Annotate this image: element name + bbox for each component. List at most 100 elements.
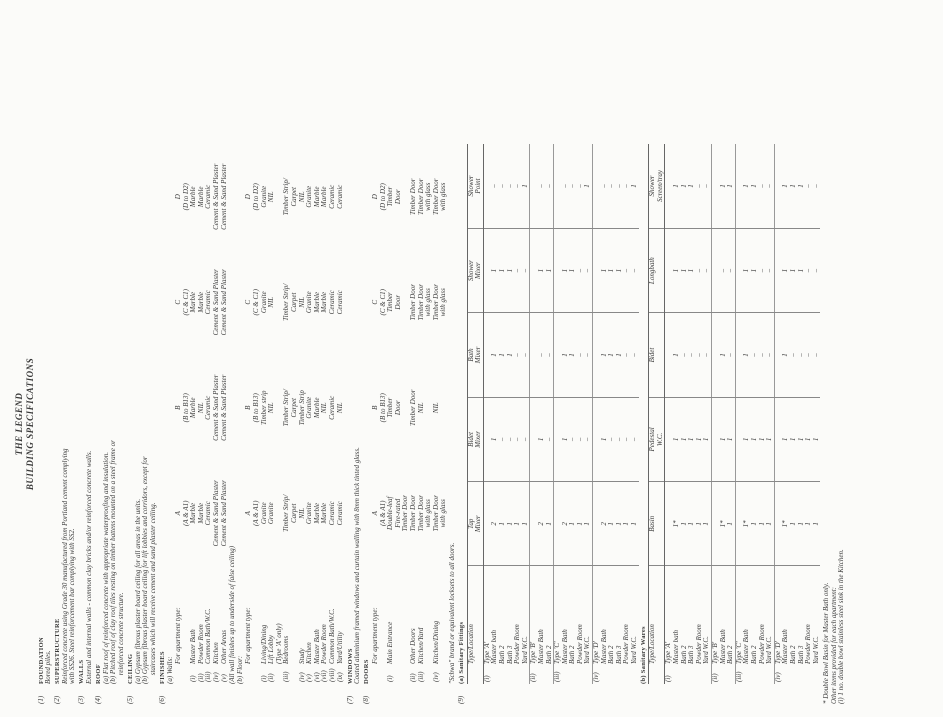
section: (6) FINISHES (a) Walls: For apartment type:… [157, 144, 345, 704]
header-cell: Basin [648, 481, 665, 566]
header-row: Type/Location Basin Pedestal W.C. Bidet Long… [648, 144, 665, 684]
row: (vi) Master Bath Marble Marble Marble Marble [313, 144, 322, 684]
spacer [631, 666, 639, 684]
note: (All wall finishes up to underside of fa… [228, 545, 237, 684]
section: (4) ROOF (a) Flat roof of reinforced concr… [94, 144, 125, 704]
document: THE LEGEND BUILDING SPECIFICATIONS (1) FOUN… [14, 144, 939, 704]
spacer [790, 666, 798, 684]
group-number: (ii) [529, 666, 538, 684]
row: Bath 3 1–1 1– [615, 144, 624, 684]
header-cell: Tap Mixer [467, 481, 484, 566]
cell: Ceramic [335, 501, 344, 526]
value: 1 [812, 397, 821, 482]
group-row: (i) Type 'A' [664, 144, 673, 684]
cell: (iii) [282, 671, 291, 683]
section: (1) FOUNDATION Bored piles. [37, 144, 53, 704]
location: Yard W.C. [811, 636, 820, 664]
value: – [630, 228, 639, 313]
row: Yard W.C. 1– – –1 [630, 144, 639, 684]
header-cell: For apartment type: [244, 607, 253, 664]
header-cell: D (D to D2) [370, 183, 387, 211]
cell: Yard/Utility [335, 631, 344, 664]
section-body: SUPERSTRUCTURE Reinforced concrete using … [54, 144, 77, 684]
group-number: (ii) [711, 666, 720, 684]
group-number: (i) [664, 666, 673, 684]
section-number: (7) [345, 695, 354, 704]
spacer [538, 666, 546, 684]
cell: Cement & Sand Plaster [219, 374, 228, 441]
value: – [765, 312, 775, 398]
spacer [623, 666, 631, 684]
section-heading: FOUNDATION [37, 637, 45, 684]
value: 1 [583, 144, 593, 229]
group-row: (iv) Type 'D' [592, 144, 601, 684]
row: Yard W.C. 1– – –1 [521, 144, 530, 684]
cell: Kitchen/Dining [431, 620, 440, 664]
value: – [702, 144, 712, 229]
value: – [583, 312, 593, 398]
row: (ix) Yard/Utility Ceramic NIL Ceramic Ceramic [335, 144, 345, 684]
spacer [608, 666, 616, 684]
value: 1 [521, 144, 530, 229]
row: Powder Room 1– – – – [622, 144, 632, 684]
cell: NIL [335, 402, 344, 414]
text-line: Coated aluminium framed windows and curt… [353, 447, 362, 684]
cell: (i) [386, 675, 395, 682]
row: (iii) Bedrooms Timber Strip/ Carpet Timber … [282, 144, 298, 684]
spacer [372, 666, 387, 684]
group-row: (ii) Type 'B' [529, 144, 538, 684]
value: 1 [726, 481, 736, 566]
value: 1 [545, 481, 554, 566]
spacer [743, 666, 751, 684]
value: – [521, 397, 530, 482]
value: – [812, 312, 821, 398]
spec-table: For apartment type: A (A & A1) B (B to B13… [174, 144, 228, 684]
cell: Timber Strip/ Carpet [282, 283, 298, 321]
value: – [726, 312, 736, 398]
cell: Timber Door [386, 186, 402, 207]
spacer [577, 666, 585, 684]
cell: Timber Strip/ Carpet [282, 389, 298, 427]
header-row: Type/Location Tap Mixer Bidet Mixer Bath Mi… [467, 144, 484, 684]
spacer [175, 666, 190, 684]
text-line: Bored piles. [44, 650, 53, 684]
row: Master Bath 1* 1 1 1 1 [781, 144, 790, 684]
group-row: (iii) Type 'C' [553, 144, 562, 684]
spacer [805, 666, 813, 684]
section-number: (6) [157, 695, 166, 704]
value: – [521, 228, 530, 313]
header-cell: Type/Location [467, 566, 484, 666]
section-body: ROOF (a) Flat roof of reinforced concrete… [95, 144, 125, 684]
header-cell: Shower Point [467, 144, 484, 229]
value: – [630, 397, 639, 482]
spacer [813, 666, 821, 684]
header-cell: B (B to B13) [244, 393, 261, 423]
header-cell: A (A & A1) [174, 500, 190, 526]
row: Bath 2 1 1– –1 [726, 144, 736, 684]
row: Master bath 1* 1 1 1 1 [672, 144, 681, 684]
row: Master bath 2 1 1 1– [490, 144, 499, 684]
section-body: WINDOWS Coated aluminium framed windows a… [347, 144, 362, 684]
spacer [681, 666, 689, 684]
header-cell: D (D to D2) [174, 183, 190, 211]
group-row: (iii) Type 'C' [735, 144, 744, 684]
row: Bath 3 1–1 1– [506, 144, 515, 684]
footnote: (i) 1 no. double bowl stainless steel si… [837, 549, 846, 704]
value: 1 [765, 481, 775, 566]
row: (ii) Other Doors Timber Door Timber Door Tim… [409, 144, 418, 684]
header-cell: Bidet Mixer [467, 397, 484, 482]
spacer [759, 666, 767, 684]
cell: Granite [267, 502, 276, 525]
header-row: For apartment type: A (A & A1) B (B to B13… [244, 144, 261, 684]
cell: Cement & Sand Plaster [219, 480, 228, 547]
cell: Cement & Sand Plaster [219, 163, 228, 230]
row: Powder Room 1 1– – – [758, 144, 767, 684]
spacer [673, 666, 681, 684]
cell: Double-leaf Fire-rated Timber Door [386, 495, 410, 532]
row: (iv) Kitchen/Dining Timber Door with glass… [431, 144, 448, 684]
row: Bath 2 1–1 1– [498, 144, 507, 684]
row: (i) Main Entrance Double-leaf Fire-rated T… [386, 144, 410, 684]
row: Bath 2 1 1–1 1 [789, 144, 798, 684]
cell: (ii) [267, 673, 276, 682]
